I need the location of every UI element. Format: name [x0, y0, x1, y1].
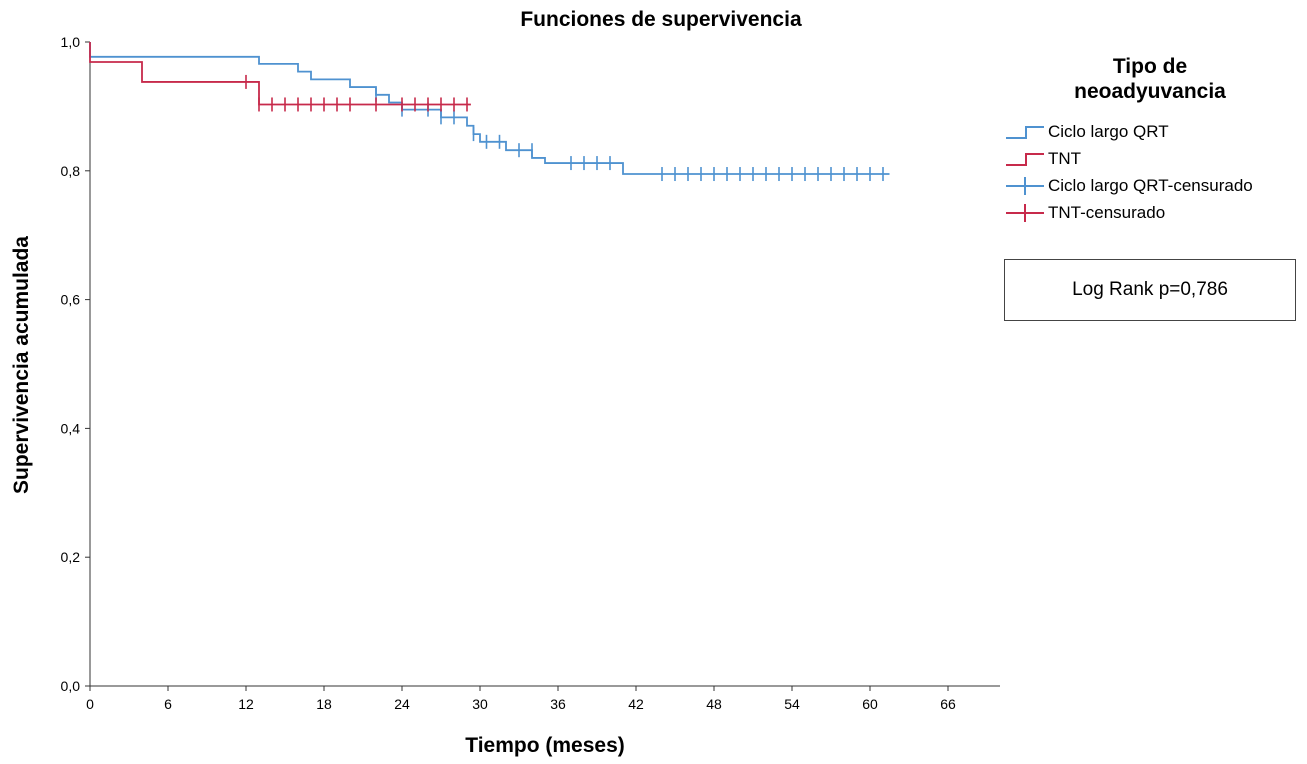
legend-label-tnt-censurado: TNT-censurado	[1048, 202, 1166, 222]
axes: 0 6 12 18 24 30 36 42 48 54 60 66 0,0 0,2 0,4 0,6 0,8 1,0	[61, 34, 1000, 712]
legend-item-ciclo-largo-censurado: Ciclo largo QRT-censurado	[1004, 172, 1253, 199]
x-tick-label: 0	[86, 696, 94, 712]
legend-item-tnt: TNT	[1004, 145, 1253, 172]
x-tick-label: 42	[628, 696, 644, 712]
x-tick-label: 54	[784, 696, 800, 712]
legend-label-tnt: TNT	[1048, 148, 1082, 168]
x-tick-label: 48	[706, 696, 722, 712]
legend-item-ciclo-largo: Ciclo largo QRT	[1004, 118, 1253, 145]
x-tick-label: 66	[940, 696, 956, 712]
y-tick-label: 0,4	[61, 420, 81, 436]
y-tick-label: 0,8	[61, 163, 81, 179]
legend-censor-red-icon	[1006, 203, 1044, 222]
legend-censor-blue-icon	[1006, 176, 1044, 195]
y-tick-label: 0,0	[61, 678, 81, 694]
legend-label-ciclo-largo-censurado: Ciclo largo QRT-censurado	[1048, 175, 1253, 195]
x-axis-label: Tiempo (meses)	[465, 734, 625, 757]
survival-curve	[89, 42, 890, 175]
legend-step-blue-icon	[1006, 125, 1044, 139]
legend-item-tnt-censurado: TNT-censurado	[1004, 199, 1253, 226]
x-tick-label: 6	[164, 696, 172, 712]
series-layer	[89, 42, 890, 182]
legend-label-ciclo-largo: Ciclo largo QRT	[1048, 121, 1169, 141]
y-axis-label: Supervivencia acumulada	[10, 236, 33, 494]
x-tick-label: 12	[238, 696, 254, 712]
legend: Ciclo largo QRT TNT Ciclo largo QRT-cens…	[1004, 118, 1253, 226]
survival-curve	[89, 42, 471, 106]
chart-title: Funciones de supervivencia	[520, 8, 802, 31]
log-rank-annotation: Log Rank p=0,786	[1004, 259, 1296, 321]
x-tick-label: 30	[472, 696, 488, 712]
y-tick-label: 0,6	[61, 292, 81, 308]
legend-title: Tipo de neoadyuvancia	[1030, 54, 1270, 104]
x-tick-label: 18	[316, 696, 332, 712]
legend-title-line-2: neoadyuvancia	[1074, 80, 1226, 103]
y-tick-label: 0,2	[61, 549, 81, 565]
x-tick-label: 36	[550, 696, 566, 712]
y-tick-label: 1,0	[61, 34, 81, 50]
x-tick-label: 60	[862, 696, 878, 712]
series-ciclo-largo-qrt	[89, 42, 890, 182]
legend-step-red-icon	[1006, 152, 1044, 166]
legend-title-line-1: Tipo de	[1112, 55, 1188, 78]
x-tick-label: 24	[394, 696, 410, 712]
series-tnt	[89, 42, 471, 112]
